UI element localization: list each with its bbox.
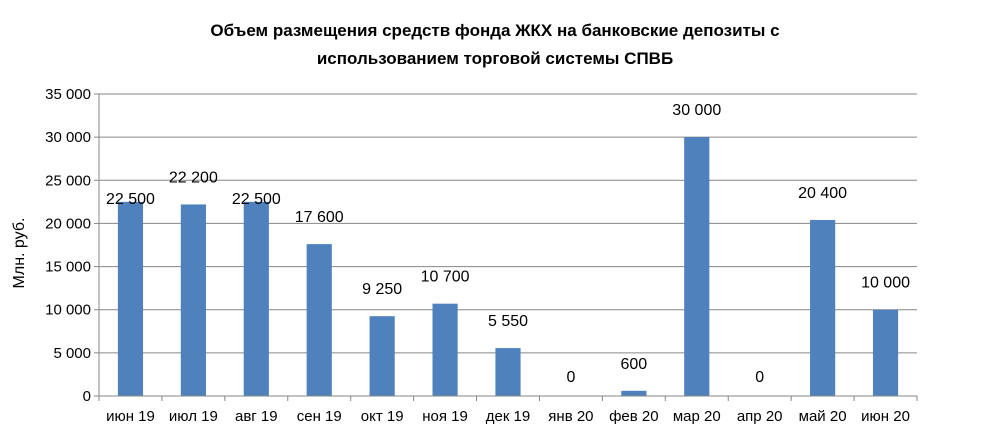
y-tick-label: 35 000 [45, 86, 91, 103]
data-label: 10 700 [421, 269, 470, 286]
bar [495, 348, 521, 396]
x-tick-label: апр 20 [737, 408, 783, 425]
data-label: 5 550 [488, 313, 528, 330]
bar [243, 201, 269, 396]
x-tick-label: июн 19 [106, 408, 155, 425]
gridlines [99, 93, 917, 354]
x-tick-label: ноя 19 [422, 408, 468, 425]
data-label: 0 [755, 369, 764, 386]
bar [432, 303, 458, 396]
bar [872, 309, 899, 396]
x-tick-label: июл 19 [169, 408, 218, 425]
x-tick-label: мар 20 [673, 408, 721, 425]
y-tick-label: 20 000 [45, 215, 91, 232]
bar [621, 390, 647, 396]
x-tick-label: дек 19 [486, 408, 531, 425]
bar [369, 316, 395, 396]
y-tick-label: 15 000 [45, 259, 91, 276]
y-axis-label: Млн. руб. [11, 218, 28, 289]
bars: 22 500 22 200 22 500 17 600 9 250 10 700 5 550… [106, 102, 910, 396]
chart-title-line-2: использованием торговой системы СПВБ [317, 49, 673, 68]
data-label: 0 [566, 369, 575, 386]
data-label: 20 400 [798, 185, 847, 202]
data-label: 10 000 [861, 275, 910, 292]
x-tick-label: июн 20 [861, 408, 910, 425]
y-tick-label: 5 000 [53, 345, 91, 362]
bar [810, 219, 836, 396]
x-tick-label: сен 19 [297, 408, 342, 425]
y-tick-label: 0 [83, 388, 91, 405]
bar [117, 201, 144, 396]
data-label: 22 200 [169, 169, 218, 186]
data-label: 22 500 [232, 191, 281, 208]
data-label: 22 500 [106, 191, 155, 208]
y-tick-label: 25 000 [45, 172, 91, 189]
data-label: 9 250 [362, 281, 402, 298]
data-label: 600 [620, 356, 647, 373]
x-tick-label: май 20 [799, 408, 847, 425]
chart-title-line-1: Объем размещения средств фонда ЖКХ на ба… [210, 21, 779, 40]
bar [180, 204, 206, 396]
x-tick-label: окт 19 [361, 408, 404, 425]
y-tick-label: 10 000 [45, 302, 91, 319]
data-label: 17 600 [295, 209, 344, 226]
bar [306, 244, 332, 396]
axes: 0 5 000 10 000 15 000 20 000 25 000 30 000 35 0… [45, 86, 918, 425]
bar [684, 137, 710, 396]
x-tick-label: авг 19 [235, 408, 278, 425]
data-label: 30 000 [672, 102, 721, 119]
x-tick-label: янв 20 [548, 408, 593, 425]
x-tick-label: фев 20 [609, 408, 659, 425]
y-tick-label: 30 000 [45, 129, 91, 146]
